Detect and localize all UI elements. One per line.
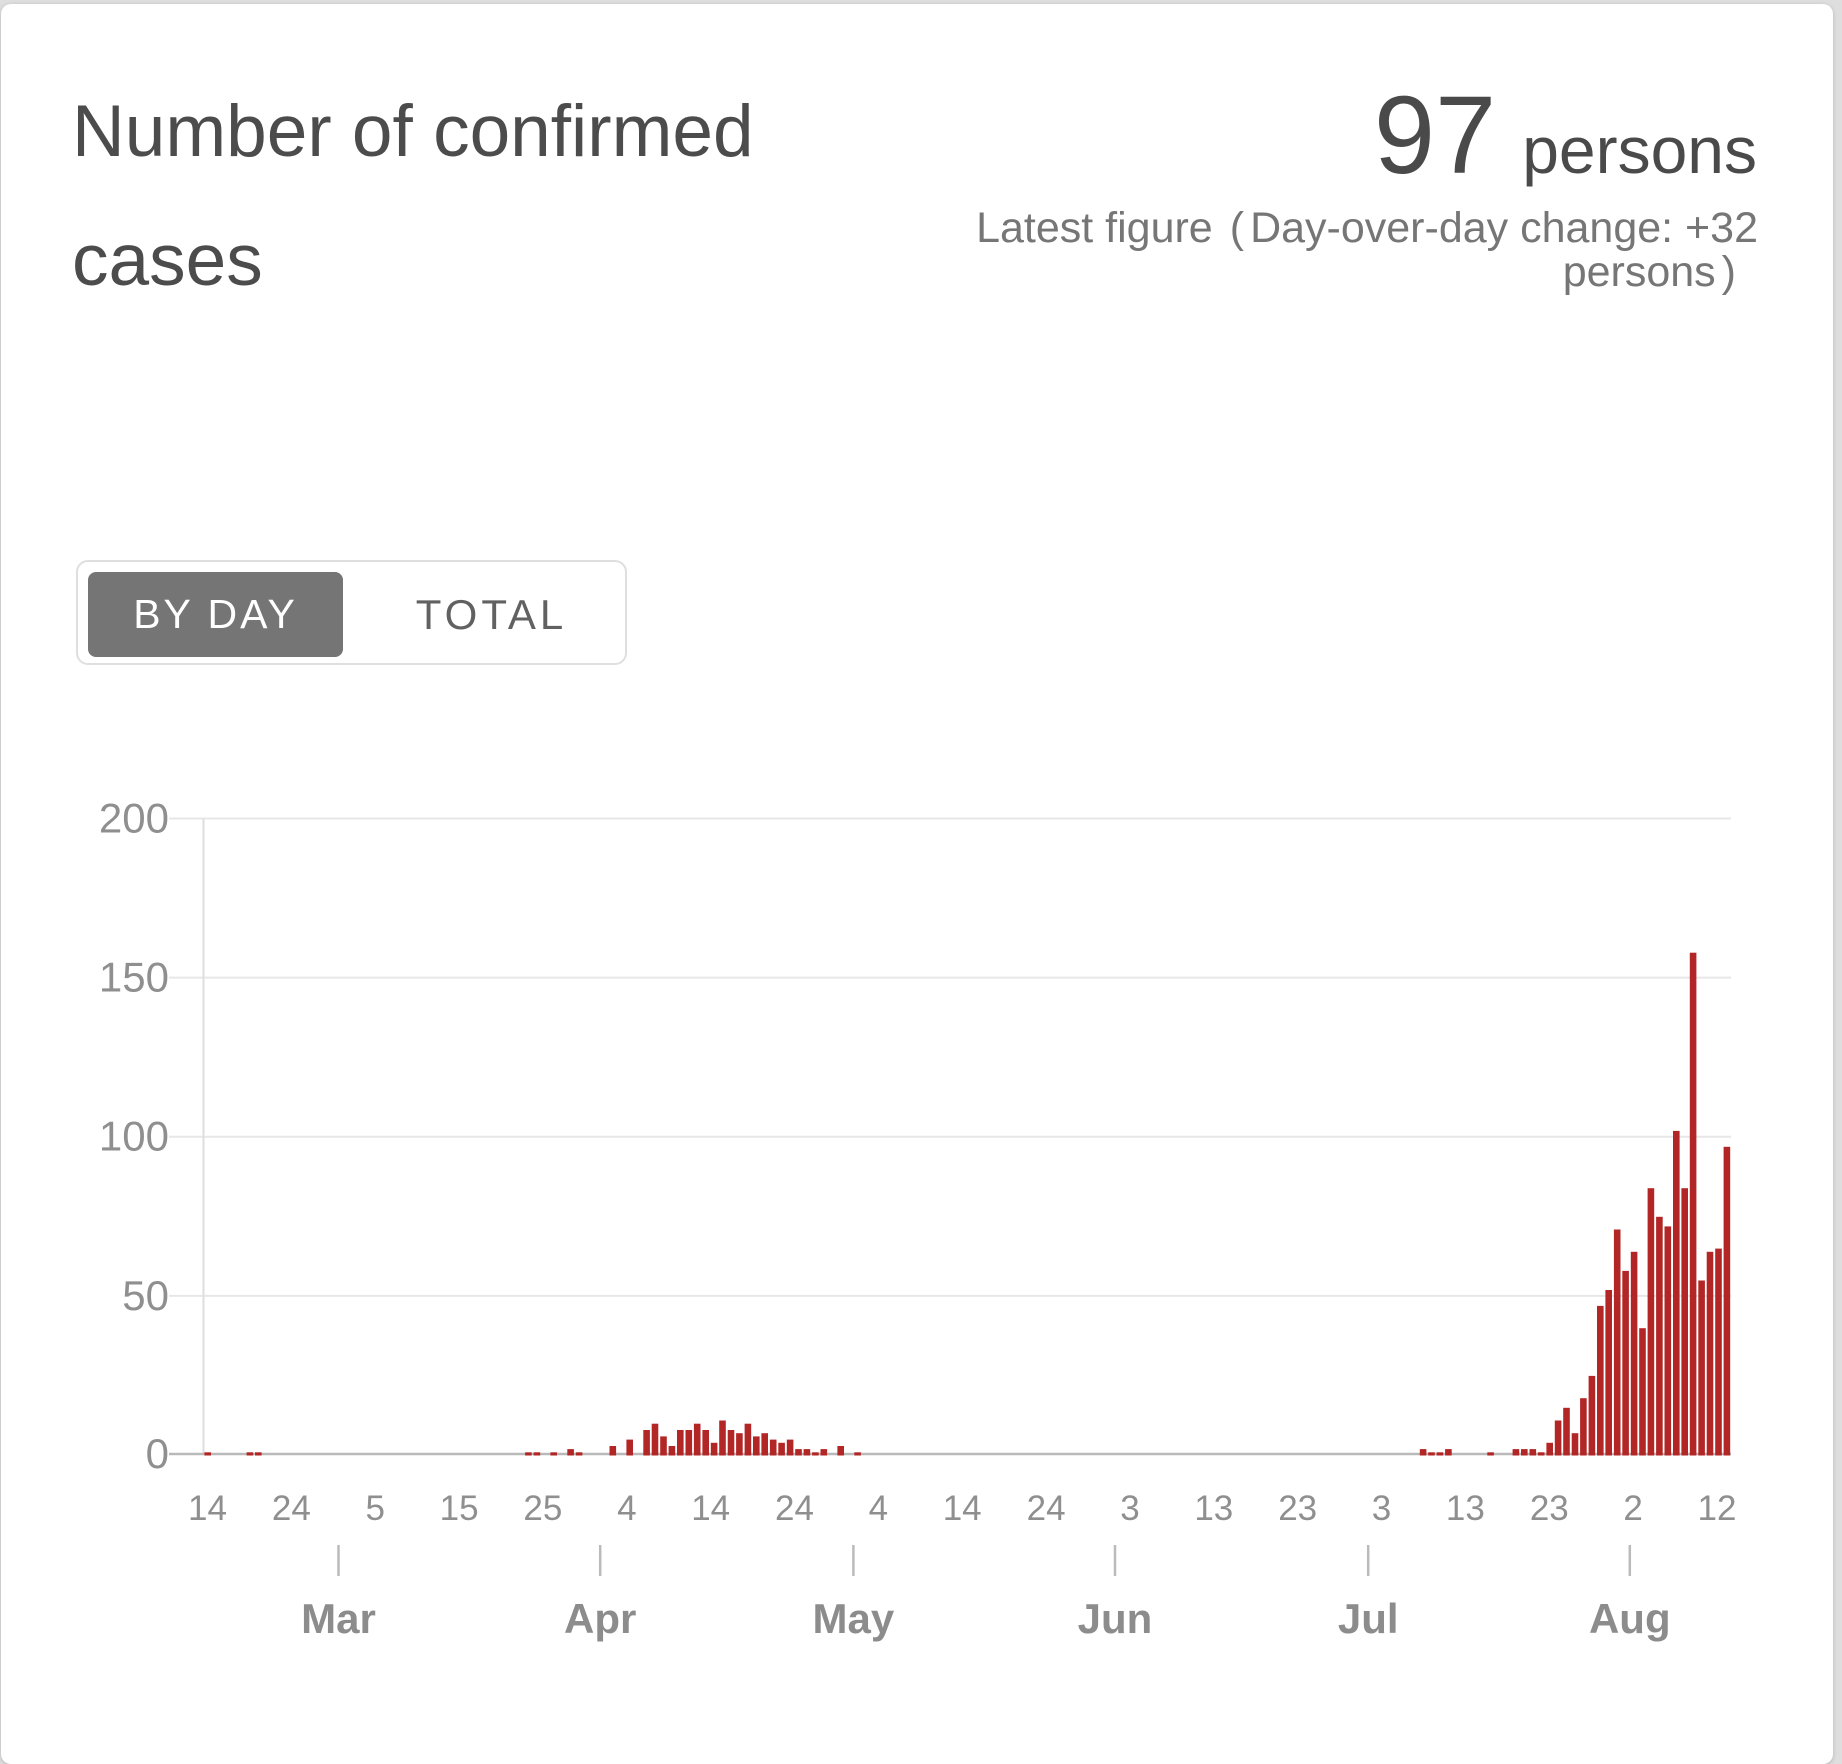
svg-text:100: 100 [99,1113,169,1160]
svg-text:24: 24 [775,1489,814,1528]
svg-text:23: 23 [1278,1489,1317,1528]
svg-text:12: 12 [1698,1489,1737,1528]
svg-text:5: 5 [365,1489,384,1528]
svg-text:3: 3 [1372,1489,1391,1528]
svg-text:13: 13 [1446,1489,1485,1528]
svg-text:15: 15 [440,1489,479,1528]
svg-text:Aug: Aug [1589,1595,1671,1642]
svg-text:4: 4 [617,1489,636,1528]
svg-text:50: 50 [122,1272,169,1319]
svg-text:24: 24 [272,1489,311,1528]
svg-text:4: 4 [869,1489,888,1528]
svg-text:14: 14 [691,1489,730,1528]
svg-text:Jun: Jun [1078,1595,1153,1642]
svg-text:24: 24 [1027,1489,1066,1528]
svg-text:23: 23 [1530,1489,1569,1528]
svg-text:May: May [813,1595,895,1642]
svg-text:14: 14 [943,1489,982,1528]
svg-text:2: 2 [1623,1489,1642,1528]
svg-text:13: 13 [1194,1489,1233,1528]
svg-text:150: 150 [99,954,169,1001]
svg-text:Apr: Apr [564,1595,636,1642]
svg-text:14: 14 [188,1489,227,1528]
svg-text:200: 200 [99,795,169,842]
svg-text:0: 0 [146,1430,169,1477]
svg-text:Mar: Mar [301,1595,376,1642]
svg-text:25: 25 [523,1489,562,1528]
svg-text:3: 3 [1120,1489,1139,1528]
svg-text:Jul: Jul [1338,1595,1399,1642]
